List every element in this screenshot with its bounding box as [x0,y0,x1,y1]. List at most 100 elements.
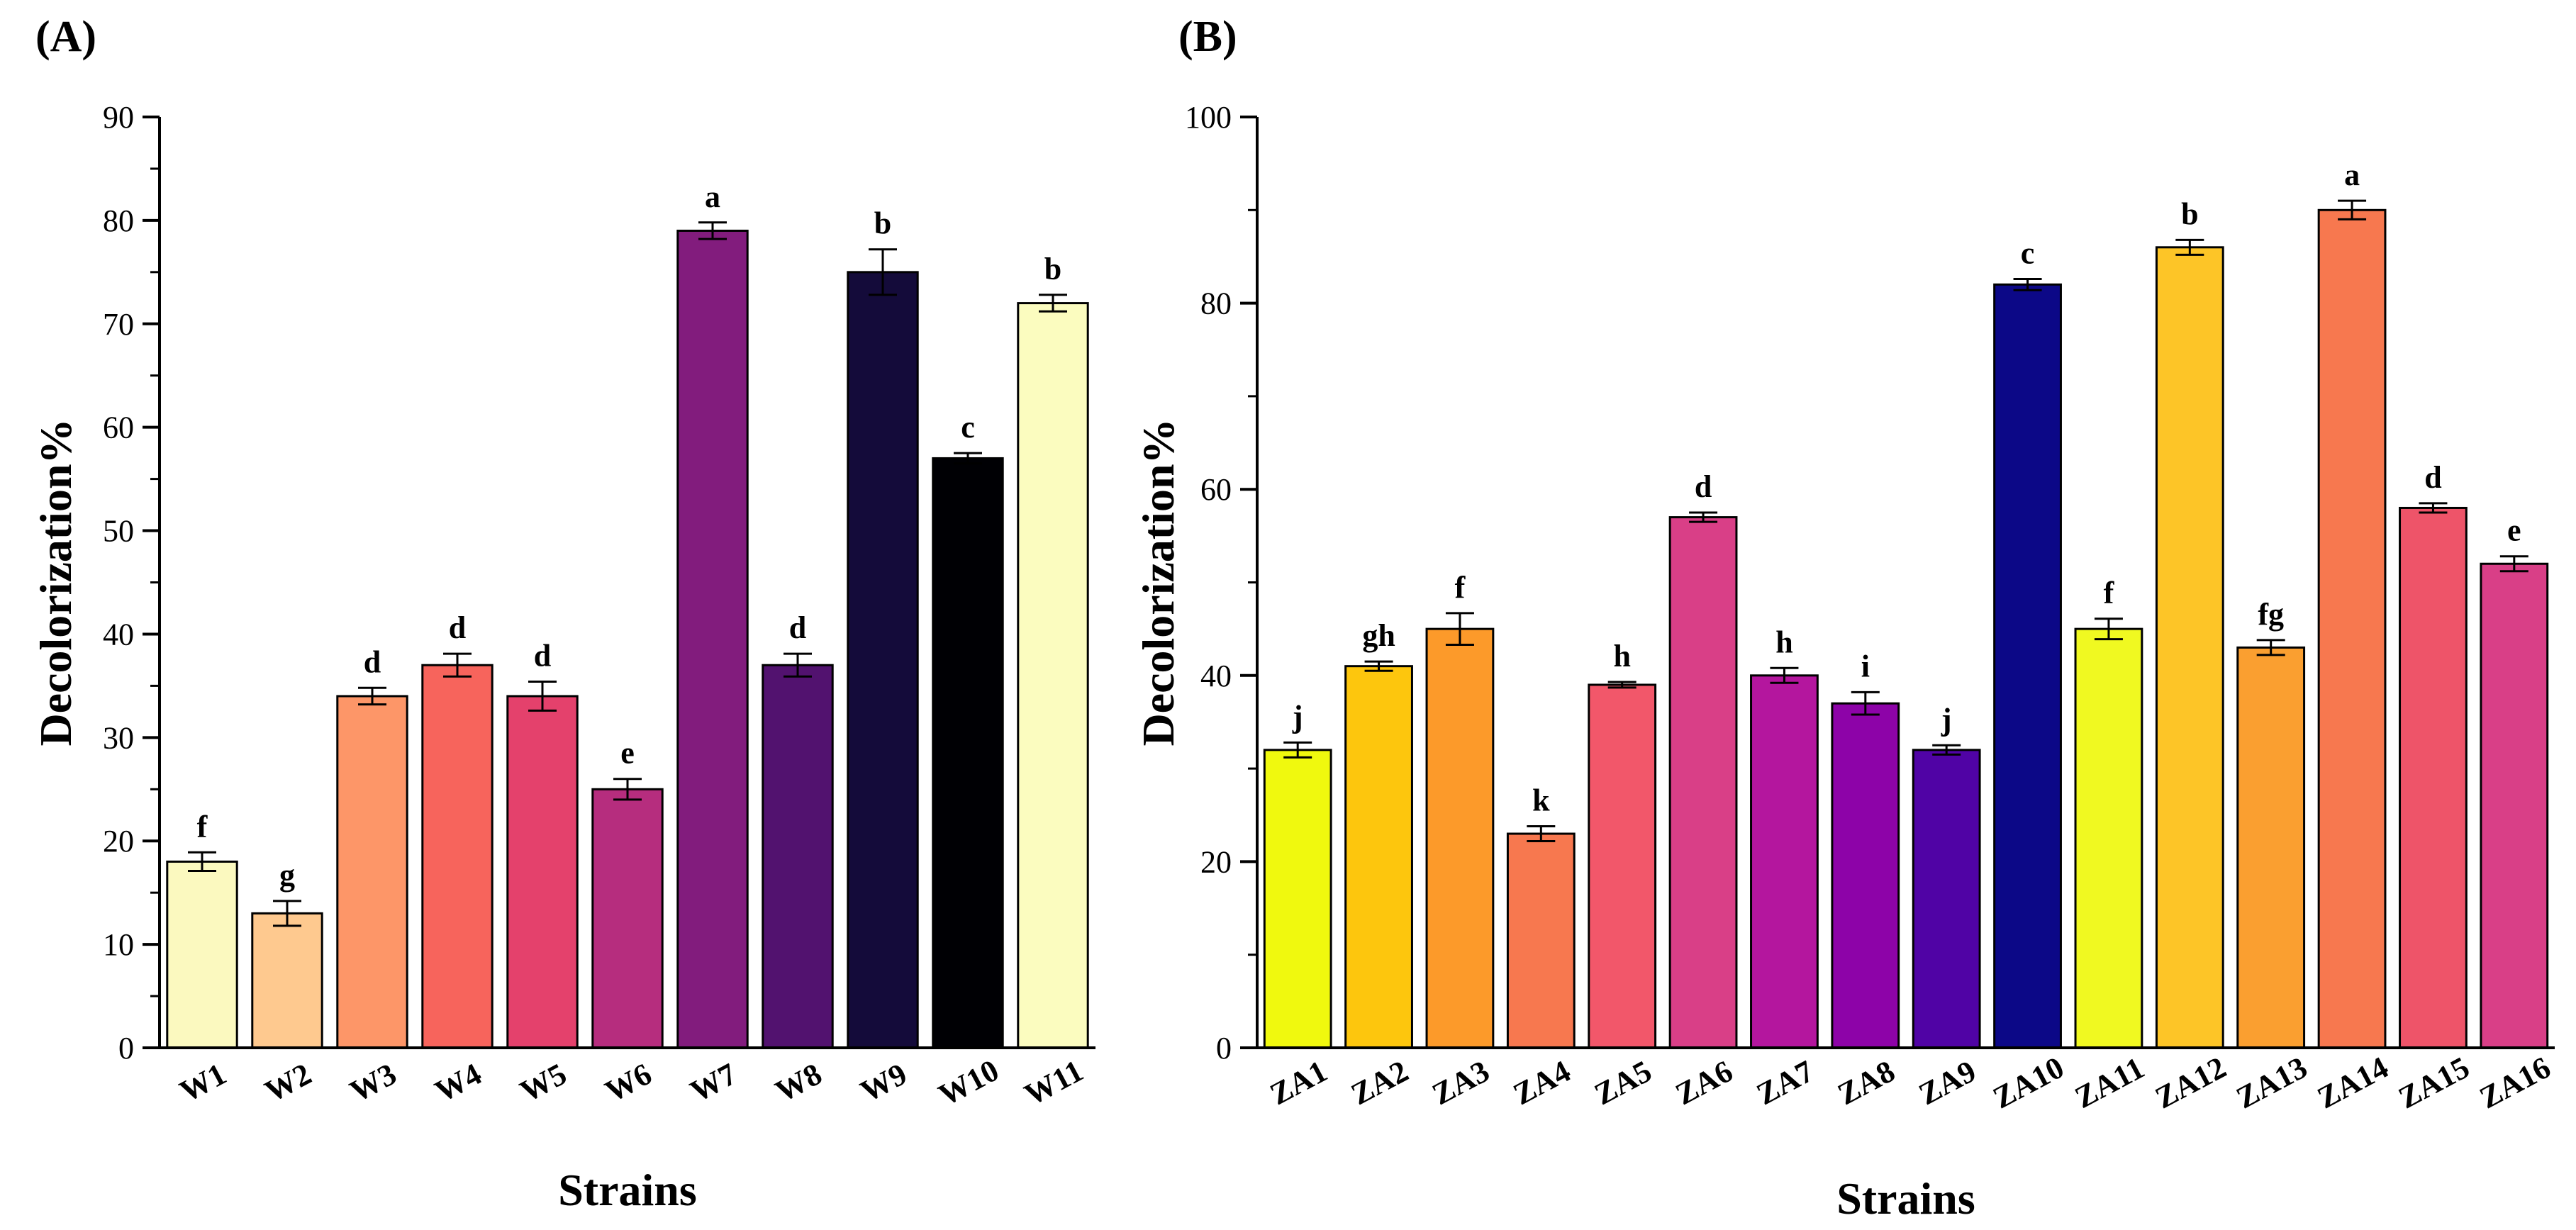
panel-a-x-axis-title: Strains [558,1165,697,1215]
panel-a-y-tick-label: 20 [103,824,134,859]
panel-b-error-bar-za15 [2419,502,2448,514]
panel-b-error-bar-za5 [1607,681,1637,689]
panel-b-x-tick-label: ZA10 [1987,1050,2070,1116]
panel-b-significance-letter: f [1455,570,1466,605]
panel-a-error-bar-w6 [613,778,642,801]
panel-b-error-bar-za12 [2175,238,2204,256]
panel-b-bar-za6 [1668,516,1738,1049]
panel-a-significance-letter: a [705,179,720,214]
panel-b-significance-letter: j [1292,699,1303,734]
panel-a-y-tick-label: 50 [103,514,134,549]
panel-b-significance-letter: h [1613,639,1630,673]
panel-a-bar-w1 [166,860,238,1049]
panel-a-chart: (A) f W1 g W2 d W3 d W4 d W5 e W6 a W7 d W8 b W9 c W10 b W11 0 1… [30,13,1095,1215]
panel-b-y-tick-label: 80 [1200,286,1232,321]
panel-a-significance-letter: g [279,858,295,893]
panel-a-significance-letter: d [789,610,806,645]
panel-b-error-bar-za14 [2338,199,2367,220]
panel-b-significance-letter: c [2021,235,2035,270]
panel-b-significance-letter: j [1941,702,1952,737]
panel-b-bar-za3 [1425,627,1495,1049]
panel-b-significance-letter: h [1775,625,1792,659]
panel-a-error-bar-w9 [869,248,897,296]
panel-b-y-tick-label: 40 [1200,659,1232,693]
panel-a-error-bar-w5 [528,681,557,712]
panel-b-error-bar-za16 [2499,555,2528,573]
panel-a-bar-w4 [421,664,494,1049]
panel-a-y-tick-label: 10 [103,927,134,962]
panel-b-x-axis-title: Strains [1836,1173,1975,1224]
panel-a-error-bar-w2 [273,900,301,927]
panel-a-error-bar-w11 [1039,293,1067,313]
panel-b-error-bar-za2 [1364,660,1393,672]
panel-b-error-bar-za7 [1770,666,1799,684]
panel-b-error-bar-za4 [1527,825,1556,843]
panel-a-x-tick-label: W6 [600,1056,657,1109]
panel-b-bar-za11 [2074,627,2143,1049]
panel-b-x-tick-label: ZA16 [2474,1050,2556,1116]
panel-a-significance-letter: f [197,809,208,844]
panel-a-y-tick-label: 90 [103,100,134,135]
panel-b-significance-letter: d [2424,460,2441,495]
panel-a-y-tick-label: 60 [103,410,134,445]
panel-b-x-tick-label: ZA8 [1832,1053,1900,1112]
panel-b-bar-za5 [1588,683,1657,1049]
panel-b-y-tick-label: 60 [1200,472,1232,507]
panel-b-bar-za7 [1750,674,1819,1049]
panel-a-error-bar-w3 [358,686,386,706]
panel-b-x-tick-label: ZA12 [2150,1050,2232,1116]
panel-b-error-bar-za6 [1689,511,1718,523]
panel-a-x-tick-label: W2 [260,1056,317,1109]
panel-b-significance-letter: d [1695,469,1712,504]
panel-b-label: (B) [1178,13,1237,61]
panel-b-bar-za9 [1912,749,1981,1049]
panel-b-significance-letter: k [1532,783,1550,818]
panel-b-bar-za12 [2155,246,2224,1049]
panel-a-bar-w7 [676,229,749,1049]
panel-a-significance-letter: d [449,610,466,645]
panel-a-error-bar-w8 [784,652,812,678]
panel-b-error-bar-za10 [2013,277,2042,291]
panel-a-x-tick-label: W10 [933,1053,1005,1113]
panel-b-error-bar-za13 [2256,639,2285,656]
panel-b-bar-za4 [1506,832,1576,1049]
panel-a-error-bar-w4 [443,652,472,678]
panel-b-bar-za2 [1344,665,1413,1049]
panel-b-y-axis-title: Decolorization% [1133,418,1183,746]
panel-b-significance-letter: i [1861,649,1870,683]
panel-a-x-tick-label: W4 [430,1056,487,1109]
panel-a-bar-w9 [847,271,919,1049]
panel-b-error-bar-za8 [1851,691,1880,716]
panel-b-x-tick-label: ZA11 [2069,1050,2150,1114]
panel-b-bar-za14 [2317,208,2387,1049]
panel-a-significance-letter: d [534,639,551,673]
panel-b-x-tick-label: ZA15 [2393,1050,2475,1116]
panel-a-x-tick-label: W8 [770,1056,827,1109]
panel-b-significance-letter: fg [2258,597,2284,632]
panel-a-y-axis-title: Decolorization% [30,418,81,746]
panel-b-significance-letter: f [2104,576,2115,610]
panel-a-y-tick-label: 70 [103,307,134,342]
panel-a-significance-letter: c [961,410,975,445]
panel-b-error-bar-za9 [1932,744,1961,756]
panel-a-error-bar-w10 [954,452,982,465]
panel-b-bar-za1 [1263,749,1332,1049]
panel-b-bar-za10 [1993,283,2062,1049]
panel-b-significance-letter: gh [1362,618,1395,653]
panel-a-significance-letter: b [1044,252,1061,286]
panel-a-x-tick-label: W3 [345,1056,402,1109]
panel-b-x-tick-label: ZA6 [1670,1053,1738,1112]
panel-b-error-bar-za11 [2094,617,2123,641]
panel-b-x-tick-label: ZA2 [1346,1053,1414,1112]
panel-b-significance-letter: e [2507,513,2521,548]
panel-b-error-bar-za3 [1445,612,1474,646]
panel-a-x-tick-label: W9 [855,1056,913,1109]
panel-a-bar-w11 [1017,302,1089,1049]
panel-a-significance-letter: e [620,736,635,771]
panel-b-x-tick-label: ZA13 [2231,1050,2313,1116]
panel-a-y-tick-label: 0 [118,1031,134,1066]
panel-a-bar-w2 [251,912,323,1049]
panel-a-x-tick-label: W7 [685,1056,742,1109]
panel-a-significance-letter: d [364,644,381,679]
